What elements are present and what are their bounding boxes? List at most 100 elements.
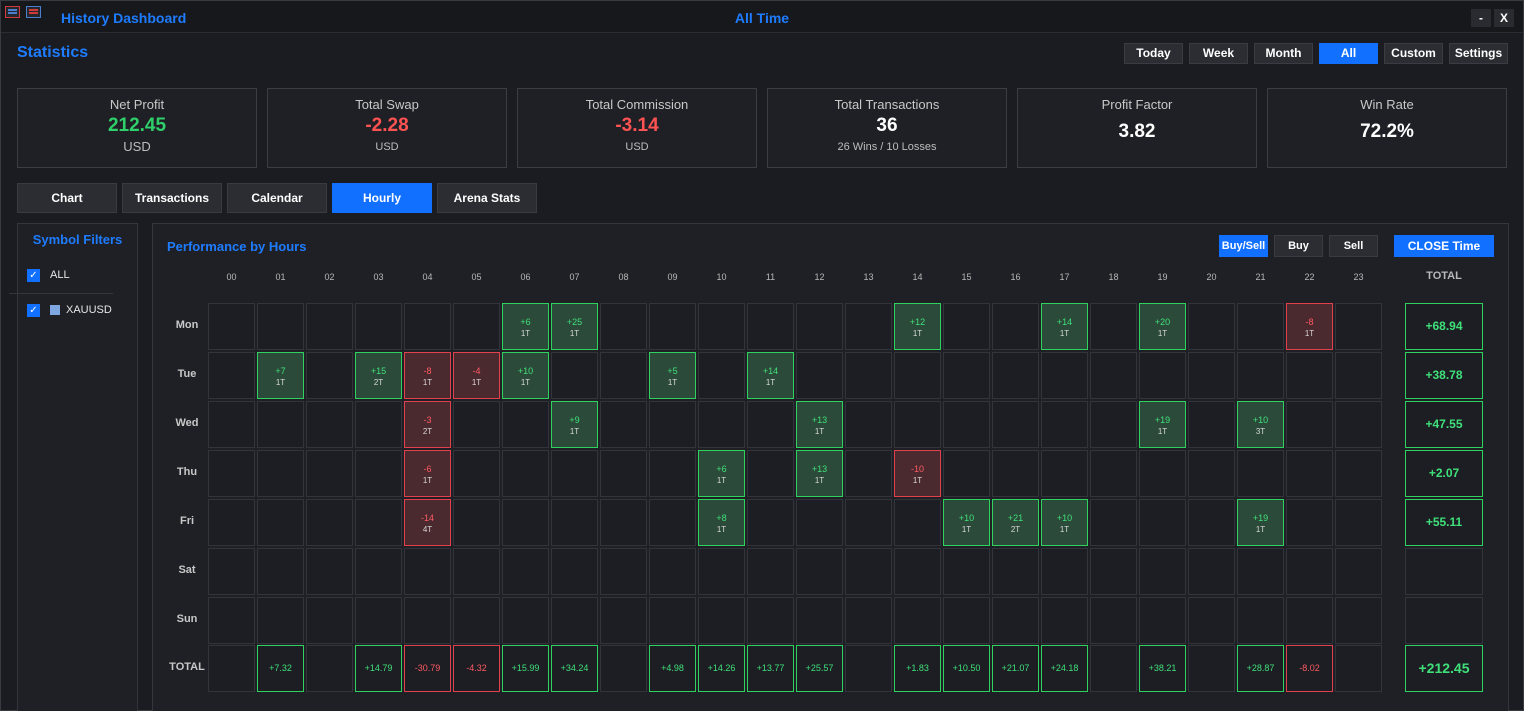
hour-cell[interactable] xyxy=(649,450,696,497)
hour-cell[interactable] xyxy=(257,548,304,595)
close-button[interactable]: X xyxy=(1494,9,1514,27)
hour-cell[interactable] xyxy=(306,597,353,644)
hour-cell[interactable] xyxy=(502,401,549,448)
hour-cell[interactable] xyxy=(1335,450,1382,497)
hour-cell[interactable] xyxy=(1188,597,1235,644)
period-button-custom[interactable]: Custom xyxy=(1384,43,1443,64)
hour-cell[interactable] xyxy=(845,303,892,350)
hour-cell[interactable] xyxy=(1335,597,1382,644)
hour-cell[interactable] xyxy=(1139,597,1186,644)
tab-chart[interactable]: Chart xyxy=(17,183,117,213)
hour-cell[interactable] xyxy=(257,401,304,448)
hour-cell[interactable] xyxy=(649,597,696,644)
hour-cell[interactable] xyxy=(208,401,255,448)
hour-cell[interactable] xyxy=(306,352,353,399)
hour-cell[interactable] xyxy=(453,303,500,350)
hour-cell[interactable]: -6 1T xyxy=(404,450,451,497)
hour-cell[interactable] xyxy=(208,499,255,546)
close-time-button[interactable]: CLOSE Time xyxy=(1394,235,1494,257)
hour-cell[interactable] xyxy=(1286,499,1333,546)
hour-cell[interactable] xyxy=(453,499,500,546)
hour-cell[interactable] xyxy=(992,450,1039,497)
hour-cell[interactable] xyxy=(1139,450,1186,497)
hour-cell[interactable] xyxy=(1188,548,1235,595)
hour-cell[interactable] xyxy=(1237,450,1284,497)
hour-cell[interactable] xyxy=(404,548,451,595)
tab-arena-stats[interactable]: Arena Stats xyxy=(437,183,537,213)
hour-cell[interactable]: +6 1T xyxy=(502,303,549,350)
hour-cell[interactable] xyxy=(1090,548,1137,595)
hour-cell[interactable] xyxy=(992,303,1039,350)
hour-cell[interactable] xyxy=(355,499,402,546)
hour-cell[interactable]: -8 1T xyxy=(404,352,451,399)
hour-cell[interactable] xyxy=(355,597,402,644)
hour-cell[interactable] xyxy=(747,450,794,497)
hour-cell[interactable] xyxy=(1188,352,1235,399)
hour-cell[interactable] xyxy=(796,303,843,350)
hour-cell[interactable] xyxy=(208,450,255,497)
hour-cell[interactable] xyxy=(649,548,696,595)
hour-cell[interactable] xyxy=(453,401,500,448)
hour-cell[interactable] xyxy=(1237,352,1284,399)
hour-cell[interactable] xyxy=(747,597,794,644)
hour-cell[interactable]: -14 4T xyxy=(404,499,451,546)
hour-cell[interactable] xyxy=(1335,303,1382,350)
hour-cell[interactable] xyxy=(306,450,353,497)
period-button-all[interactable]: All xyxy=(1319,43,1378,64)
hour-cell[interactable]: +8 1T xyxy=(698,499,745,546)
hour-cell[interactable] xyxy=(1286,352,1333,399)
hour-cell[interactable]: +25 1T xyxy=(551,303,598,350)
hour-cell[interactable] xyxy=(992,548,1039,595)
hour-cell[interactable]: +19 1T xyxy=(1237,499,1284,546)
hour-cell[interactable]: +5 1T xyxy=(649,352,696,399)
hour-cell[interactable] xyxy=(698,352,745,399)
hour-cell[interactable] xyxy=(502,548,549,595)
settings-button[interactable]: Settings xyxy=(1449,43,1508,64)
hour-cell[interactable] xyxy=(796,548,843,595)
hour-cell[interactable] xyxy=(1041,352,1088,399)
hour-cell[interactable] xyxy=(1041,450,1088,497)
filter-item-all[interactable]: ✓ ALL xyxy=(27,267,70,283)
hour-cell[interactable]: +15 2T xyxy=(355,352,402,399)
hour-cell[interactable] xyxy=(747,401,794,448)
hour-cell[interactable] xyxy=(747,548,794,595)
hour-cell[interactable] xyxy=(208,597,255,644)
hour-cell[interactable] xyxy=(1090,450,1137,497)
hour-cell[interactable] xyxy=(600,303,647,350)
hour-cell[interactable]: -4 1T xyxy=(453,352,500,399)
hour-cell[interactable] xyxy=(600,499,647,546)
hour-cell[interactable]: +7 1T xyxy=(257,352,304,399)
title-bar[interactable]: History Dashboard All Time - X xyxy=(1,1,1523,33)
hour-cell[interactable] xyxy=(1237,548,1284,595)
mode-button-sell[interactable]: Sell xyxy=(1329,235,1378,257)
hour-cell[interactable] xyxy=(1090,499,1137,546)
hour-cell[interactable] xyxy=(1090,597,1137,644)
hour-cell[interactable] xyxy=(551,499,598,546)
hour-cell[interactable] xyxy=(355,548,402,595)
hour-cell[interactable] xyxy=(257,597,304,644)
hour-cell[interactable] xyxy=(551,352,598,399)
hour-cell[interactable]: +10 1T xyxy=(943,499,990,546)
hour-cell[interactable] xyxy=(600,352,647,399)
hour-cell[interactable] xyxy=(1041,548,1088,595)
hour-cell[interactable] xyxy=(453,450,500,497)
hour-cell[interactable] xyxy=(1188,450,1235,497)
hour-cell[interactable]: -10 1T xyxy=(894,450,941,497)
hour-cell[interactable] xyxy=(551,450,598,497)
hour-cell[interactable] xyxy=(796,499,843,546)
hour-cell[interactable] xyxy=(551,548,598,595)
period-button-week[interactable]: Week xyxy=(1189,43,1248,64)
hour-cell[interactable] xyxy=(306,548,353,595)
hour-cell[interactable] xyxy=(698,597,745,644)
hour-cell[interactable]: +14 1T xyxy=(1041,303,1088,350)
hour-cell[interactable] xyxy=(796,597,843,644)
hour-cell[interactable]: +20 1T xyxy=(1139,303,1186,350)
hour-cell[interactable] xyxy=(1139,499,1186,546)
hour-cell[interactable] xyxy=(1090,303,1137,350)
hour-cell[interactable] xyxy=(1188,401,1235,448)
hour-cell[interactable] xyxy=(894,401,941,448)
hour-cell[interactable]: +9 1T xyxy=(551,401,598,448)
hour-cell[interactable]: +14 1T xyxy=(747,352,794,399)
hour-cell[interactable] xyxy=(747,499,794,546)
hour-cell[interactable] xyxy=(845,499,892,546)
